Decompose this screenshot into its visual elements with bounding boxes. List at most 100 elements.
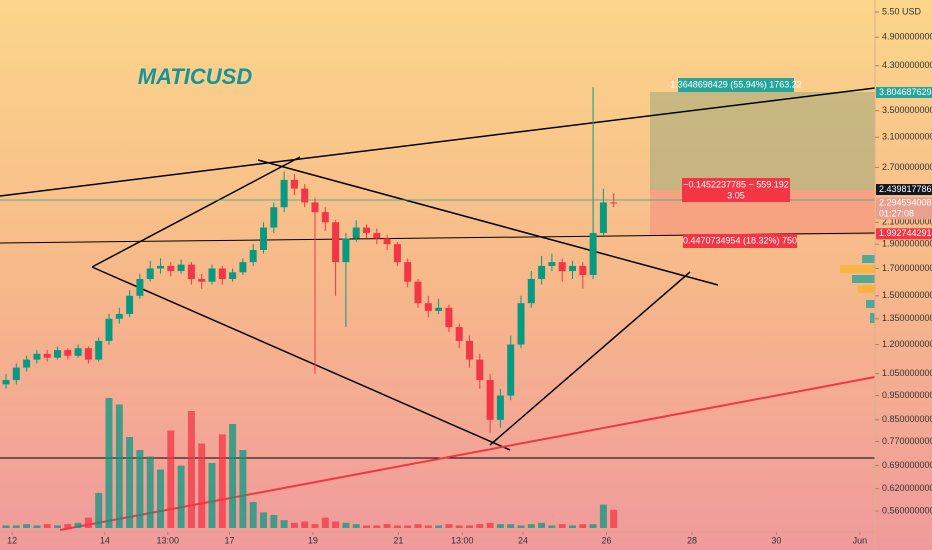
x-tick-label: 19 [308, 535, 318, 545]
candle-body [569, 265, 576, 272]
volume-bar [54, 525, 61, 528]
volume-bar [64, 524, 72, 528]
volume-bar [126, 437, 134, 528]
volume-bar [383, 524, 391, 528]
target-zone [650, 92, 875, 190]
candle-body [270, 207, 278, 228]
y-tick-label: 0.6900000000 [882, 460, 932, 470]
volume-bar [332, 521, 340, 528]
volume-bar [12, 525, 20, 528]
candle-body [115, 314, 123, 319]
price-tag [876, 197, 932, 220]
volume-bar [290, 522, 298, 528]
candle-body [610, 202, 618, 204]
trend-line [257, 159, 719, 286]
profile-bar [858, 285, 875, 293]
candle-body [476, 359, 484, 381]
y-tick-label: 0.6200000000 [882, 483, 932, 493]
candle-body [517, 303, 525, 345]
profile-bar [840, 265, 875, 273]
y-tick-label: 0.9500000000 [882, 390, 932, 400]
volume-bar [599, 504, 607, 528]
x-tick-label: 24 [518, 535, 528, 545]
volume-bar [579, 524, 587, 528]
volume-bar [23, 524, 31, 528]
candle-body [466, 340, 473, 360]
candle-body [136, 278, 144, 296]
candle-body [455, 327, 463, 341]
mid-label: −0.1452237785 ~ 559.192 [683, 179, 789, 189]
y-tick-label: 1.7000000000 [882, 263, 932, 273]
candle-body [95, 340, 103, 360]
drawings [0, 87, 876, 459]
volume-bar [538, 522, 546, 528]
volume-bar [249, 502, 257, 528]
candle-body [208, 268, 216, 282]
candle-body [23, 359, 31, 368]
target-box [678, 78, 794, 92]
candle-body [33, 353, 41, 360]
volume-bar [177, 465, 185, 528]
trend-line [91, 156, 301, 268]
y-tick-label: 2.1000000000 [882, 217, 932, 227]
y-tick-label: 0.7700000000 [882, 436, 932, 446]
candle-body [373, 232, 381, 239]
candle-body [332, 222, 340, 263]
candle-body [187, 264, 195, 279]
price-tag-label: 1.9927442914 [879, 228, 932, 238]
candle-body [198, 278, 206, 282]
candle-body [167, 265, 175, 272]
candle-body [404, 262, 412, 282]
y-tick-label: 5.50 USD [882, 6, 922, 16]
candle-body [414, 281, 422, 304]
y-tick-label: 3.1000000000 [882, 132, 932, 142]
candle-body [352, 227, 360, 239]
volume-bar [486, 522, 494, 528]
volume-bar [2, 525, 10, 528]
candle-body [507, 344, 515, 396]
volume-bar [363, 525, 370, 528]
trend-line [0, 87, 876, 197]
candle-body [435, 307, 443, 311]
volume-bar [95, 492, 103, 528]
candle-body [579, 265, 587, 275]
stop-label: 0.4470734954 (18.32%) 750 [683, 235, 797, 245]
trend-line [489, 271, 691, 446]
volume-bar [74, 522, 82, 528]
y-tick-label: 0.5600000000 [882, 505, 932, 515]
volume-bar [476, 524, 484, 528]
volume-bar [280, 520, 288, 528]
volume-bar [414, 524, 422, 528]
y-tick-label: 3.5000000000 [882, 105, 932, 115]
volume-bar [229, 424, 237, 528]
y-tick-label: 1.9000000000 [882, 239, 932, 249]
y-tick-label: 4.9000000000 [882, 32, 932, 42]
profile-bar [852, 275, 875, 283]
candle-body [486, 380, 494, 420]
volume-bar [507, 524, 515, 528]
profile-bar [866, 300, 875, 308]
price-tag [876, 86, 932, 98]
volume-bar [187, 411, 195, 528]
volume-bar [208, 463, 216, 528]
candle-body [424, 303, 432, 311]
volume-bar [146, 456, 154, 528]
stop-box [683, 234, 797, 248]
volume-bar [321, 517, 329, 528]
trend-line [91, 266, 511, 451]
profile-bar [870, 313, 875, 323]
price-tag-label: 2.4398177868 [879, 184, 932, 194]
volume-bar [33, 525, 41, 528]
mid-label: 3.05 [727, 190, 745, 200]
candle-body [445, 307, 453, 328]
candle-body [177, 264, 185, 272]
candle-body [260, 227, 267, 250]
candle-body [321, 212, 329, 223]
candle-body [146, 268, 154, 279]
volume-bar [373, 525, 381, 528]
x-tick-label: 13:00 [156, 535, 179, 545]
candle-body [393, 244, 401, 263]
candle-body [496, 395, 504, 420]
